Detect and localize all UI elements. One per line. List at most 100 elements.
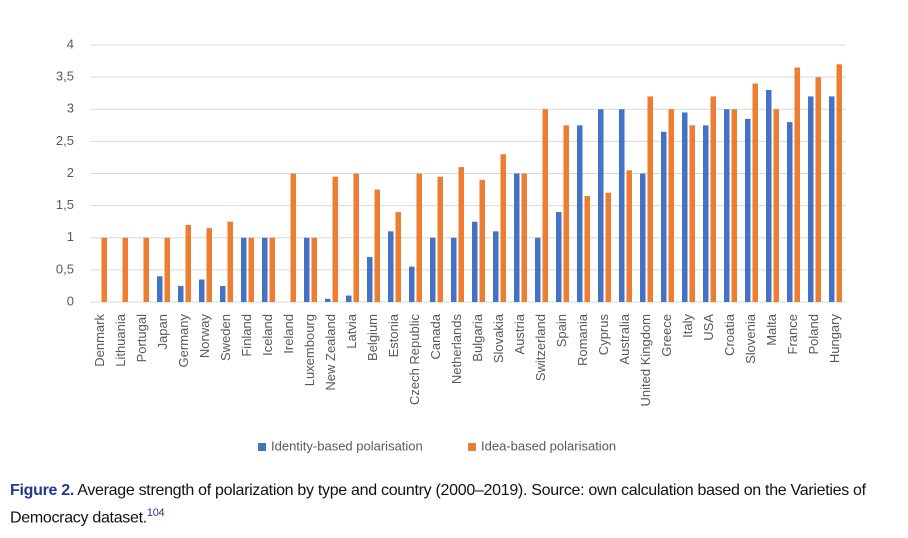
x-tick-label: Norway (197, 314, 212, 359)
bar (367, 257, 373, 302)
bar (157, 276, 163, 302)
legend-swatch (468, 443, 476, 451)
legend-label: Identity-based polarisation (271, 438, 423, 453)
bar (668, 109, 674, 302)
x-tick-label: Belgium (365, 314, 380, 361)
footnote-ref: 104 (146, 507, 165, 519)
bar (227, 221, 233, 302)
x-tick-label: Ireland (281, 314, 296, 354)
bar (472, 221, 478, 302)
bar (143, 237, 149, 302)
bar (458, 167, 464, 302)
bar (521, 173, 527, 302)
bar (395, 212, 401, 302)
bar (353, 173, 359, 302)
bar (766, 89, 772, 302)
y-tick-label: 1 (67, 229, 74, 244)
x-tick-label: Italy (680, 314, 695, 338)
bar (584, 195, 590, 302)
bar (199, 279, 205, 302)
x-tick-label: Slovakia (491, 313, 506, 363)
bar (374, 189, 380, 302)
bar (451, 237, 457, 302)
x-tick-label: Czech Republic (407, 314, 422, 406)
bar (269, 237, 275, 302)
bar (262, 237, 268, 302)
bar (773, 109, 779, 302)
x-tick-label: USA (701, 314, 716, 341)
bar (724, 109, 730, 302)
x-tick-label: Estonia (386, 313, 401, 357)
x-tick-label: Finland (239, 314, 254, 357)
bar (787, 122, 793, 302)
x-tick-label: Australia (617, 313, 632, 364)
figure-label: Figure 2. (10, 482, 74, 499)
bar (500, 154, 506, 302)
x-tick-label: Luxembourg (302, 314, 317, 386)
y-tick-label: 0,5 (56, 261, 74, 276)
y-tick-label: 2 (67, 165, 74, 180)
x-tick-label: Malta (764, 313, 779, 346)
y-tick-label: 4 (67, 36, 74, 51)
bar (332, 176, 338, 302)
x-tick-label: Latvia (344, 313, 359, 348)
bar (325, 298, 331, 302)
bar (542, 109, 548, 302)
bar (122, 237, 128, 302)
legend-label: Idea-based polarisation (481, 438, 616, 453)
x-tick-label: Denmark (92, 314, 107, 367)
bar (661, 131, 667, 302)
x-tick-label: Slovenia (743, 313, 758, 364)
bar (311, 237, 317, 302)
x-tick-label: Canada (428, 313, 443, 359)
bar (437, 176, 443, 302)
y-tick-label: 1,5 (56, 197, 74, 212)
bar (248, 237, 254, 302)
x-tick-label: New Zealand (323, 314, 338, 391)
bar (682, 112, 688, 303)
x-tick-label: Japan (155, 314, 170, 349)
bar (836, 64, 842, 303)
bar (164, 237, 170, 302)
y-tick-label: 3 (67, 101, 74, 116)
bar (605, 192, 611, 302)
bar (220, 285, 226, 302)
x-tick-label: Netherlands (449, 314, 464, 385)
x-tick-label: Austria (512, 313, 527, 354)
bar (731, 109, 737, 302)
x-tick-label: Switzerland (533, 314, 548, 381)
bar (808, 96, 814, 303)
bar (101, 237, 107, 302)
bar (416, 173, 422, 302)
x-tick-label: Cyprus (596, 314, 611, 356)
bar (626, 170, 632, 302)
bar (241, 237, 247, 302)
bar (710, 96, 716, 303)
bar (619, 109, 625, 302)
bar (556, 212, 562, 302)
bar (290, 173, 296, 302)
x-tick-label: Hungary (827, 314, 842, 364)
bar (535, 237, 541, 302)
y-tick-label: 0 (67, 293, 74, 308)
x-tick-label: Bulgaria (470, 313, 485, 361)
y-tick-label: 2,5 (56, 133, 74, 148)
caption-text: Average strength of polarization by type… (10, 482, 866, 527)
bar (479, 179, 485, 302)
x-tick-label: Lithuania (113, 313, 128, 367)
x-tick-label: France (785, 314, 800, 354)
bar (577, 125, 583, 302)
x-tick-label: Greece (659, 314, 674, 357)
bar (185, 224, 191, 302)
bar (304, 237, 310, 302)
x-tick-label: Iceland (260, 314, 275, 356)
bar (794, 67, 800, 302)
bar (745, 118, 751, 302)
x-tick-label: Germany (176, 314, 191, 368)
bar (815, 77, 821, 302)
bar (430, 237, 436, 302)
bar (689, 125, 695, 302)
bar (206, 228, 212, 302)
bar (829, 96, 835, 303)
